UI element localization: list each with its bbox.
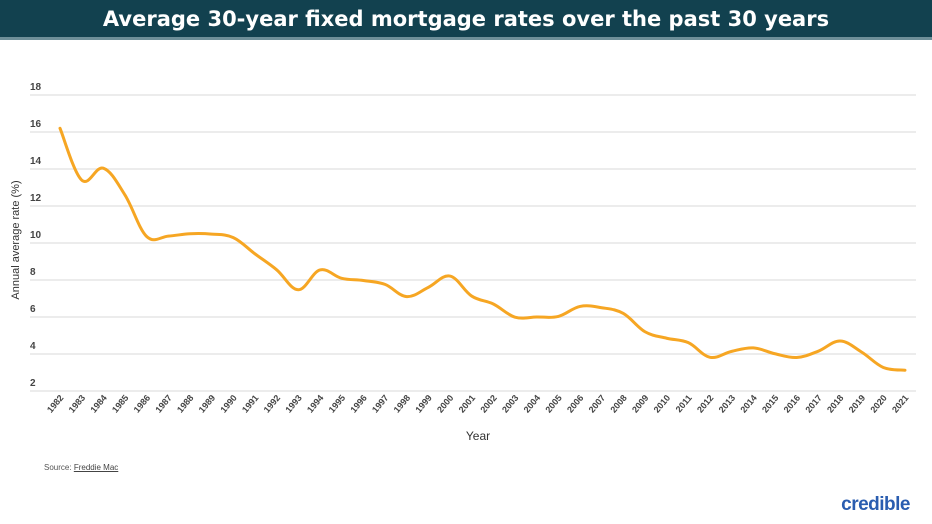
y-tick-label: 10 — [30, 230, 42, 241]
source-note: Source: Freddie Mac — [44, 463, 118, 472]
source-label: Source: — [44, 463, 72, 472]
x-tick-label: 2019 — [847, 393, 868, 415]
x-tick-label: 2011 — [674, 393, 694, 414]
x-tick-label: 2004 — [522, 393, 543, 415]
x-tick-label: 2018 — [825, 393, 846, 415]
x-tick-label: 1989 — [197, 393, 218, 415]
series-line — [58, 126, 907, 372]
x-tick-label: 1993 — [283, 393, 304, 415]
x-tick-label: 2021 — [890, 393, 911, 415]
y-tick-label: 12 — [30, 193, 42, 204]
x-tick-label: 2010 — [652, 393, 673, 415]
x-tick-label: 2016 — [782, 393, 803, 415]
x-tick-label: 2014 — [738, 393, 759, 415]
x-tick-label: 2007 — [587, 393, 608, 415]
x-tick-label: 2008 — [608, 393, 629, 415]
y-tick-label: 14 — [30, 156, 42, 167]
x-tick-label: 1995 — [327, 393, 348, 415]
chart-title: Average 30-year fixed mortgage rates ove… — [0, 0, 932, 40]
y-tick-label: 2 — [30, 378, 36, 389]
x-tick-label: 1985 — [110, 393, 131, 415]
x-tick-label: 1996 — [348, 393, 369, 415]
x-tick-label: 1982 — [45, 393, 66, 415]
x-tick-label: 2006 — [565, 393, 586, 415]
x-tick-label: 1986 — [132, 393, 153, 415]
x-tick-label: 2001 — [457, 393, 478, 415]
x-tick-label: 2009 — [630, 393, 651, 415]
y-tick-label: 6 — [30, 304, 36, 315]
x-tick-label: 2003 — [500, 393, 521, 415]
x-tick-label: 1994 — [305, 393, 326, 415]
y-tick-label: 4 — [30, 341, 36, 352]
x-tick-label: 1998 — [392, 393, 413, 415]
x-tick-label: 1988 — [175, 393, 196, 415]
source-link[interactable]: Freddie Mac — [73, 463, 119, 472]
y-tick-label: 16 — [30, 119, 42, 130]
x-axis-label: Year — [466, 429, 490, 443]
x-tick-label: 2017 — [803, 393, 824, 415]
x-tick-label: 2015 — [760, 393, 781, 415]
x-tick-label: 1999 — [413, 393, 434, 415]
x-tick-label: 1983 — [67, 393, 88, 415]
x-tick-label: 1987 — [153, 393, 174, 415]
y-tick-label: 8 — [30, 267, 36, 278]
x-tick-label: 1992 — [262, 393, 283, 415]
x-tick-label: 1991 — [240, 393, 261, 415]
x-tick-label: 1990 — [218, 393, 239, 415]
x-tick-label: 2000 — [435, 393, 456, 415]
x-tick-label: 1984 — [88, 393, 109, 415]
x-tick-label: 2005 — [543, 393, 564, 415]
x-tick-label: 2002 — [478, 393, 499, 415]
x-tick-label: 1997 — [370, 393, 391, 415]
x-tick-label: 2013 — [717, 393, 738, 415]
y-tick-label: 18 — [30, 82, 42, 93]
credible-logo: credible — [841, 494, 910, 515]
x-tick-label: 2012 — [695, 393, 716, 415]
x-tick-label: 2020 — [868, 393, 889, 415]
y-axis-label: Annual average rate (%) — [10, 180, 22, 299]
